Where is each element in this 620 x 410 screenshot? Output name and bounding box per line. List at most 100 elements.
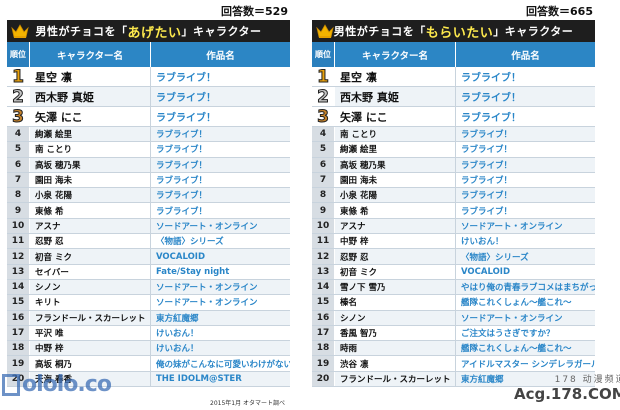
- ranking-title: 男性が チョコを「 あげたい 」キャラクター: [7, 20, 290, 42]
- character-name-cell: 絢瀬 絵里: [335, 142, 456, 157]
- table-row: 1 星空 凛ラブライブ！: [312, 66, 595, 87]
- table-row: 9 東條 希ラブライブ！: [312, 203, 595, 219]
- table-row: 16 フランドール・スカーレット 東方紅魔郷: [7, 310, 290, 326]
- rank-cell: 18: [312, 341, 335, 356]
- ranking-rows: 1 星空 凛ラブライブ！ 2 西木野 真姫 ラブライブ！ 3 矢澤 にこ ラブライブ！ 4 絢瀬 …: [7, 66, 290, 388]
- rank-cell: 11: [7, 234, 30, 249]
- watermark-right: 178 动漫频道 Acg.178.COM: [514, 372, 620, 403]
- crown-icon: [11, 24, 29, 38]
- table-row: 7 園田 海未 ラブライブ！: [7, 172, 290, 189]
- work-title-cell: ソードアート・オンライン: [461, 221, 563, 232]
- character-name-cell: 時雨: [335, 341, 456, 356]
- table-header: 順位 キャラクター名 作品名: [7, 42, 290, 67]
- character-name-cell: セイバー: [30, 264, 151, 279]
- work-title-cell: THE IDOLM@STER: [156, 373, 242, 384]
- rank-cell: 7: [312, 172, 335, 188]
- work-title-cell: ラブライブ！: [461, 130, 513, 141]
- work-title-cell: ラブライブ！: [461, 113, 521, 124]
- character-name-cell: 小泉 花陽: [30, 188, 151, 203]
- work-title-cell: ラブライブ！: [461, 73, 521, 84]
- header-name: キャラクター名: [335, 42, 456, 67]
- character-name-cell: フランドール・スカーレット: [30, 310, 151, 325]
- work-title-cell: やはり俺の青春ラブコメはまちがっている。: [461, 283, 595, 294]
- work-title-cell: けいおん！: [156, 329, 199, 339]
- character-name-cell: 絢瀬 絵里: [30, 127, 151, 142]
- rank-cell: 10: [7, 218, 30, 234]
- table-row: 2 西木野 真姫 ラブライブ！: [312, 86, 595, 107]
- table-row: 1 星空 凛ラブライブ！: [7, 66, 290, 87]
- work-title-cell: アイドルマスター シンデレラガールズ: [461, 359, 595, 370]
- table-row: 18 時雨 艦隊これくしょん〜艦これ〜: [312, 341, 595, 357]
- character-name-cell: 東條 希: [30, 203, 151, 218]
- work-title-cell: ラブライブ！: [156, 145, 208, 156]
- watermark-logo-icon: [2, 374, 20, 396]
- rank-cell: 7: [7, 172, 30, 188]
- table-header: 順位 キャラクター名 作品名: [312, 42, 595, 67]
- title-middle: チョコを「: [368, 25, 426, 38]
- table-row: 7 園田 海未 ラブライブ！: [312, 172, 595, 189]
- table-row: 15 榛名 艦隊これくしょん〜艦これ〜: [312, 295, 595, 311]
- character-name-cell: 南 ことり: [335, 127, 456, 142]
- watermark-right-bottom: Acg.178.COM: [514, 385, 620, 403]
- rank-cell: 5: [312, 142, 335, 157]
- work-title-cell: ソードアート・オンライン: [156, 283, 258, 294]
- rank-cell: 16: [7, 310, 30, 325]
- title-suffix: 」キャラクター: [181, 25, 262, 38]
- table-row: 5 絢瀬 絵里 ラブライブ！: [312, 142, 595, 158]
- character-name-cell: 西木野 真姫: [30, 87, 151, 106]
- work-title-cell: VOCALOID: [461, 266, 511, 277]
- work-title-cell: 〈物語〉シリーズ: [461, 252, 529, 263]
- title-middle: チョコを「: [69, 25, 128, 38]
- title-suffix: 」キャラクター: [493, 25, 574, 38]
- table-row: 11 中野 梓けいおん！: [312, 234, 595, 250]
- character-name-cell: アスナ: [335, 218, 456, 234]
- character-name-cell: フランドール・スカーレット: [335, 371, 456, 387]
- character-name-cell: 南 ことり: [30, 142, 151, 157]
- table-row: 10 アスナ ソードアート・オンライン: [312, 218, 595, 235]
- left-ranking-panel: 回答数＝529 男性が チョコを「 あげたい 」キャラクター 順位 キャラクター…: [7, 3, 290, 388]
- work-title-cell: ラブライブ！: [156, 191, 208, 202]
- right-ranking-panel: 回答数＝665 男性が チョコを「 もらいたい 」キャラクター 順位 キャラクタ…: [312, 3, 595, 388]
- table-row: 15 キリト ソードアート・オンライン: [7, 295, 290, 311]
- title-prefix: 男性が: [35, 25, 70, 38]
- character-name-cell: 東條 希: [335, 203, 456, 218]
- table-row: 3 矢澤 にこ ラブライブ！: [7, 106, 290, 127]
- rank-cell: 8: [7, 188, 30, 203]
- work-title-cell: ラブライブ！: [461, 93, 521, 104]
- character-name-cell: 高坂 桐乃: [30, 356, 151, 371]
- character-name-cell: 園田 海未: [335, 172, 456, 188]
- work-title-cell: 艦隊これくしょん〜艦これ〜: [461, 344, 572, 355]
- work-title-cell: ラブライブ！: [461, 176, 513, 187]
- work-title-cell: ラブライブ！: [156, 73, 216, 84]
- character-name-cell: 雪ノ下 雪乃: [335, 279, 456, 295]
- rank-cell: 3: [7, 106, 30, 127]
- rank-cell: 12: [7, 249, 30, 264]
- work-title-cell: Fate/Stay night: [156, 266, 230, 277]
- rank-cell: 17: [312, 325, 335, 341]
- header-rank: 順位: [7, 42, 30, 67]
- work-title-cell: 俺の妹がこんなに可愛いわけがない: [156, 359, 290, 370]
- survey-footnote: 2015年1月 オタマート調べ: [210, 400, 285, 407]
- work-title-cell: ラブライブ！: [461, 206, 513, 217]
- work-title-cell: ラブライブ！: [461, 145, 513, 156]
- character-name-cell: 矢澤 にこ: [30, 107, 151, 126]
- character-name-cell: 中野 梓: [335, 234, 456, 249]
- work-title-cell: ラブライブ！: [156, 176, 208, 187]
- response-count: 回答数＝529: [221, 5, 288, 18]
- work-title-cell: ラブライブ！: [156, 160, 208, 171]
- work-title-cell: ラブライブ！: [461, 191, 513, 202]
- rank-cell: 3: [312, 106, 335, 127]
- watermark-left-text: ololo.co: [22, 372, 112, 397]
- character-name-cell: 星空 凛: [30, 67, 151, 86]
- rank-cell: 9: [7, 203, 30, 218]
- table-row: 13 初音 ミク VOCALOID: [312, 264, 595, 280]
- table-row: 11 忍野 忍〈物語〉シリーズ: [7, 234, 290, 250]
- character-name-cell: 渋谷 凛: [335, 356, 456, 371]
- rank-cell: 1: [312, 66, 335, 87]
- title-highlight: あげたい: [127, 25, 182, 41]
- character-name-cell: 忍野 忍: [30, 234, 151, 249]
- work-title-cell: ラブライブ！: [156, 206, 208, 217]
- rank-cell: 10: [312, 218, 335, 234]
